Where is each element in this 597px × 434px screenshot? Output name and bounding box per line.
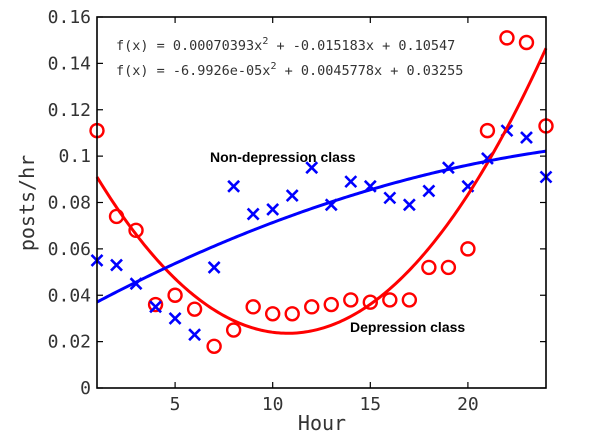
point-non-depression-class: [402, 198, 416, 212]
x-marker-stroke: [227, 179, 241, 193]
plot-marks: [89, 30, 554, 354]
y-tick-label: 0.08: [48, 193, 91, 214]
point-depression-class: [401, 292, 418, 308]
x-axis-title: Hour: [298, 411, 346, 434]
point-depression-class: [128, 222, 144, 239]
x-marker-stroke: [305, 161, 319, 175]
point-non-depression-class: [305, 161, 319, 175]
y-tick-label: 0.14: [48, 53, 91, 74]
x-marker-stroke: [149, 300, 162, 314]
point-depression-class: [460, 241, 476, 257]
x-marker-stroke: [188, 328, 202, 342]
point-depression-class: [147, 296, 164, 313]
equation-1: f(x) = 0.00070393x2 + -0.015183x + 0.105…: [116, 36, 455, 54]
point-depression-class: [206, 338, 222, 354]
point-depression-class: [362, 294, 379, 310]
point-depression-class: [186, 301, 203, 317]
point-non-depression-class: [422, 184, 436, 198]
point-non-depression-class: [266, 203, 280, 216]
x-marker-stroke: [520, 131, 533, 144]
point-non-depression-class: [149, 300, 162, 314]
x-tick-label: 5: [170, 394, 181, 415]
y-tick-label: 0: [80, 378, 91, 399]
point-non-depression-class: [246, 207, 260, 221]
x-axis-ticks: 5 10 15 20: [170, 17, 479, 415]
point-non-depression-class: [344, 175, 358, 189]
y-tick-label: 0.12: [48, 100, 91, 121]
point-depression-class: [225, 322, 242, 338]
point-depression-class: [323, 296, 339, 313]
point-depression-class: [421, 259, 437, 276]
point-depression-class: [284, 306, 300, 322]
point-non-depression-class: [110, 258, 123, 272]
x-tick-label: 20: [457, 394, 479, 415]
x-marker-stroke: [110, 258, 123, 272]
x-tick-label: 10: [262, 394, 284, 415]
x-marker-stroke: [422, 184, 436, 198]
point-non-depression-class: [207, 261, 221, 274]
point-depression-class: [245, 299, 261, 315]
point-non-depression-class: [383, 191, 397, 205]
x-tick-label: 15: [359, 394, 381, 415]
label-depression-class: Depression class: [350, 319, 465, 335]
x-marker-stroke: [168, 312, 182, 325]
x-marker-stroke: [285, 189, 299, 202]
equation-2: f(x) = -6.9926e-05x2 + 0.0045778x + 0.03…: [116, 61, 463, 79]
x-marker-stroke: [266, 203, 280, 216]
y-tick-label: 0.04: [48, 285, 91, 306]
point-depression-class: [304, 299, 320, 315]
y-axis-ticks: 0 0.02 0.04 0.06 0.08 0.1 0.12 0.14 0.16: [48, 7, 546, 399]
point-depression-class: [518, 34, 535, 51]
x-marker-stroke: [461, 179, 475, 193]
point-depression-class: [440, 259, 457, 276]
point-non-depression-class: [227, 179, 241, 193]
label-non-depression-class: Non-depression class: [210, 149, 356, 165]
y-axis-title: posts/hr: [15, 155, 39, 251]
x-marker-stroke: [402, 198, 416, 212]
point-non-depression-class: [520, 131, 533, 144]
point-depression-class: [264, 306, 281, 322]
point-depression-class: [167, 287, 183, 303]
x-marker-stroke: [207, 261, 221, 274]
fit-curve-non-depression-class: [96, 149, 547, 304]
point-non-depression-class: [168, 312, 182, 325]
fit-curve-depression-class: [95, 47, 548, 335]
y-tick-label: 0.02: [48, 332, 91, 353]
point-depression-class: [499, 30, 515, 46]
x-marker-stroke: [246, 207, 260, 221]
x-marker-stroke: [383, 191, 397, 205]
point-non-depression-class: [188, 328, 202, 342]
y-tick-label: 0.16: [48, 7, 91, 28]
x-marker-stroke: [344, 175, 358, 189]
point-depression-class: [343, 292, 359, 308]
point-depression-class: [382, 292, 398, 308]
point-non-depression-class: [285, 189, 299, 202]
fit-curves: [95, 47, 548, 335]
point-depression-class: [479, 122, 496, 139]
y-tick-label: 0.1: [58, 146, 91, 167]
y-tick-label: 0.06: [48, 239, 91, 260]
